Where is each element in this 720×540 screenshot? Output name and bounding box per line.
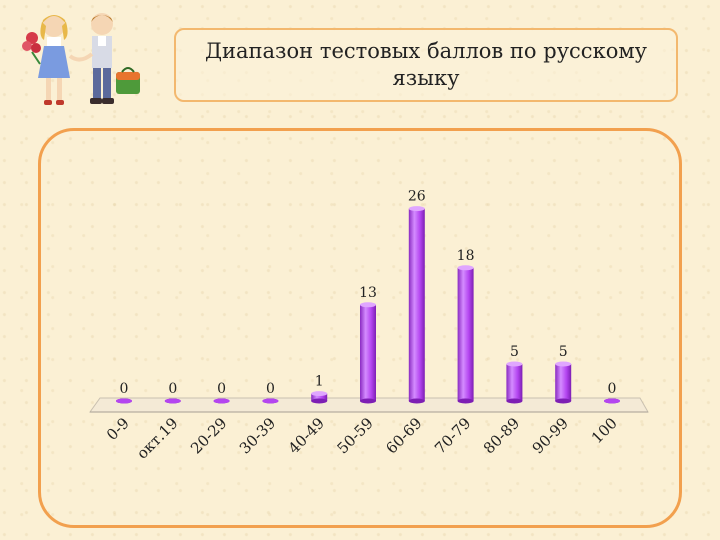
bar: [506, 364, 523, 401]
x-tick-label: 40-49: [285, 414, 328, 457]
bar-top: [506, 361, 523, 367]
tick-labels-group: 0-9 окт.19 20-29 30-39 40-49 50-59 60-69 70-79 8…: [103, 414, 621, 462]
value-labels-group: 0 0 0 0 1 13 26 18 5 5 0: [120, 189, 617, 397]
x-tick-label: 50-59: [334, 414, 377, 457]
bar-top: [457, 265, 474, 271]
bar-base: [457, 398, 474, 404]
x-tick-label: 60-69: [382, 414, 425, 457]
bar-top: [311, 391, 328, 397]
bars-group: [116, 206, 620, 404]
bar: [360, 304, 376, 401]
data-label: 0: [266, 381, 275, 397]
data-label: 0: [608, 381, 617, 397]
data-label: 5: [510, 344, 519, 360]
bar-top: [604, 398, 620, 404]
bar-base: [506, 398, 523, 404]
data-label: 26: [408, 189, 426, 205]
bar-base: [408, 398, 425, 404]
bar-top: [213, 398, 230, 404]
bar: [555, 364, 572, 401]
bar-top: [555, 361, 572, 367]
bar-top: [408, 206, 425, 212]
slide-title-box: Диапазон тестовых баллов по русскому язы…: [174, 28, 678, 102]
bar: [457, 267, 474, 401]
data-label: 0: [120, 381, 129, 397]
chart-frame: [38, 128, 682, 528]
bar-base: [311, 398, 328, 404]
data-label: 18: [457, 248, 475, 264]
x-tick-label: 90-99: [529, 414, 572, 457]
bar-top: [164, 398, 181, 404]
data-label: 1: [315, 374, 324, 390]
data-label: 0: [217, 381, 226, 397]
x-tick-label: окт.19: [133, 414, 181, 462]
bar-top: [360, 302, 376, 308]
slide-title: Диапазон тестовых баллов по русскому язы…: [204, 39, 648, 90]
data-label: 13: [359, 285, 377, 301]
x-tick-label: 20-29: [187, 414, 230, 457]
data-label: 0: [168, 381, 177, 397]
x-tick-label: 100: [588, 414, 621, 447]
bar: [408, 208, 425, 401]
bar-base: [555, 398, 572, 404]
x-tick-label: 30-39: [236, 414, 279, 457]
x-tick-label: 80-89: [480, 414, 523, 457]
bar: [311, 393, 328, 401]
schoolchildren-icon: [22, 13, 140, 105]
data-label: 5: [559, 344, 568, 360]
x-tick-label: 0-9: [103, 414, 133, 444]
bar-base: [360, 398, 376, 404]
bar-top: [262, 398, 279, 404]
bar-top: [116, 398, 132, 404]
x-tick-label: 70-79: [431, 414, 474, 457]
